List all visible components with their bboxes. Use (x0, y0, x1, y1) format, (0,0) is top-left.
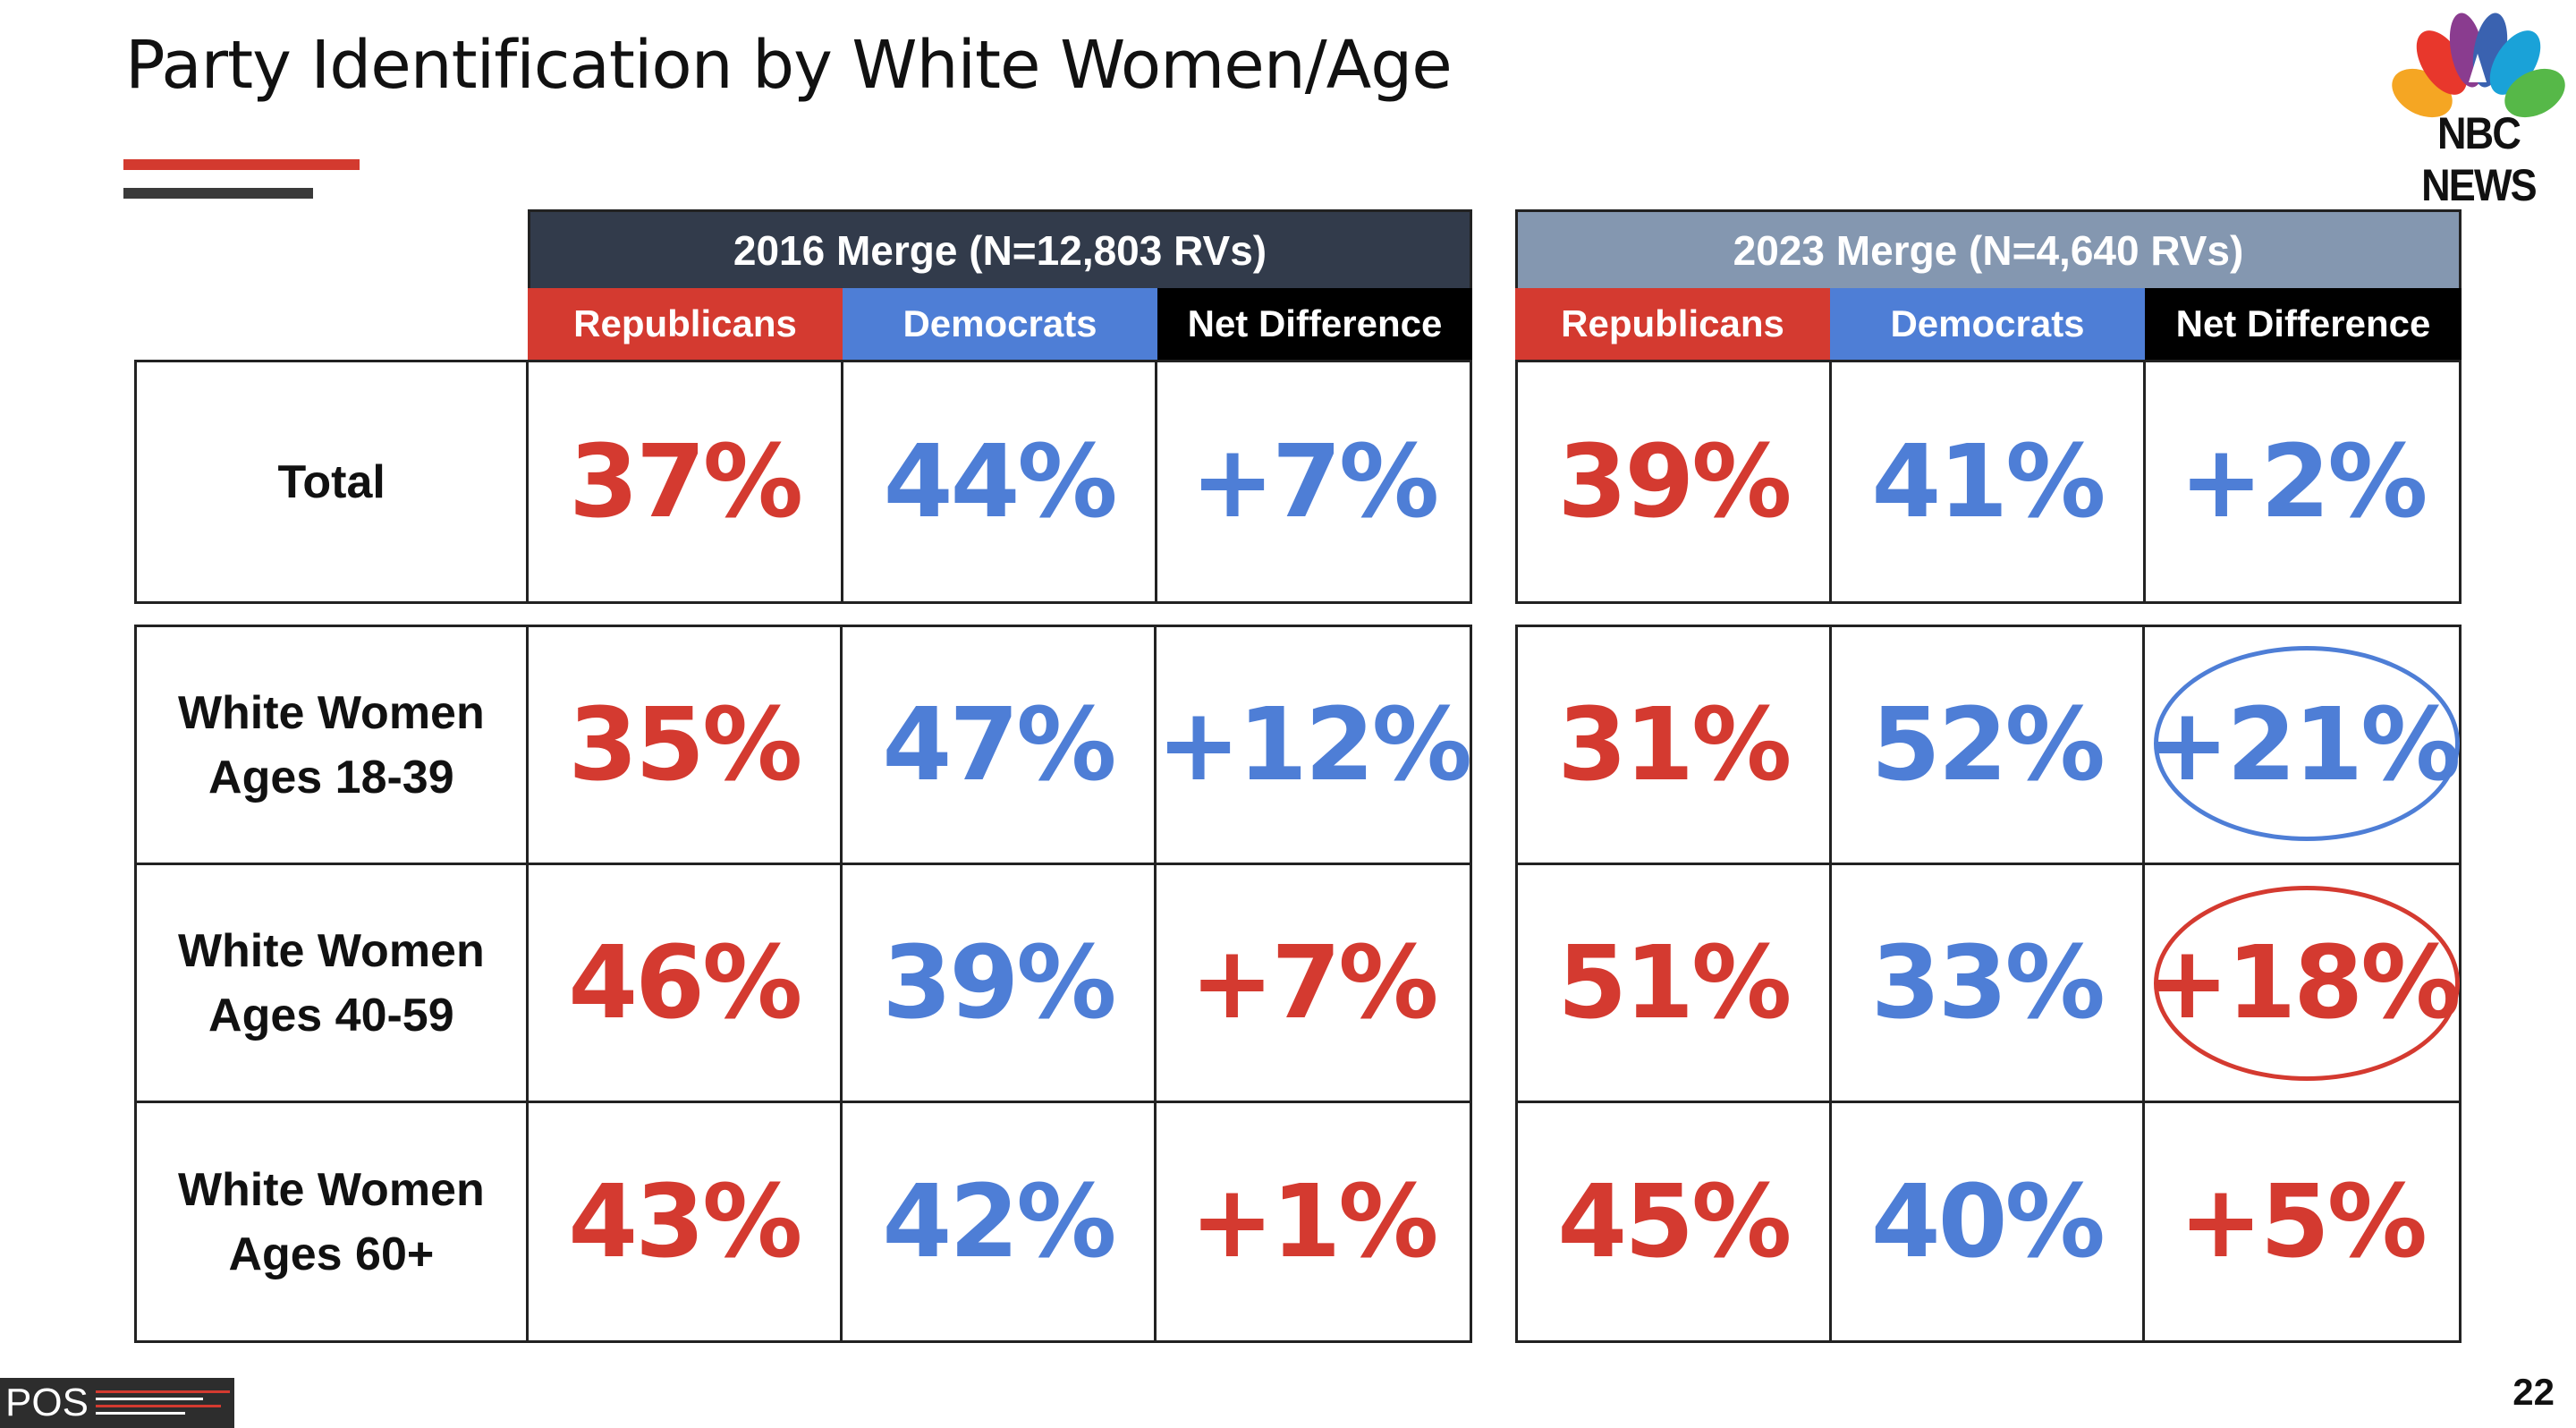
cell-democrats: 39% (839, 863, 1157, 1103)
value-net: +7% (1191, 423, 1439, 540)
value-republicans: 37% (569, 423, 803, 540)
row-label: White Women Ages 18-39 (134, 625, 529, 865)
value-republicans: 51% (1557, 924, 1792, 1041)
page-number: 22 (2512, 1371, 2555, 1413)
value-republicans: 43% (568, 1163, 802, 1280)
panel-2023-total-table: 39% 41% +2% (1515, 360, 2462, 604)
value-democrats: 52% (1870, 686, 2106, 803)
panel-2016-total-table: Total 37% 44% +7% (133, 360, 1472, 604)
cell-net: +2% (2142, 360, 2462, 604)
cell-net: +1% (1154, 1101, 1472, 1343)
cell-republicans: 37% (526, 360, 843, 604)
value-republicans: 39% (1557, 423, 1792, 540)
cell-democrats: 41% (1828, 360, 2146, 604)
panel-2016-col-democrats: Democrats (843, 288, 1157, 360)
cell-republicans: 51% (1515, 863, 1832, 1103)
panel-2023-col-net: Net Difference (2145, 288, 2462, 360)
cell-democrats: 40% (1828, 1101, 2145, 1343)
value-net: +5% (2179, 1163, 2428, 1280)
row-label-line: Ages 18-39 (208, 751, 454, 803)
pos-logo: POS (0, 1378, 234, 1428)
row-label: White Women Ages 60+ (134, 1101, 529, 1343)
value-democrats: 40% (1870, 1163, 2106, 1280)
cell-republicans: 39% (1515, 360, 1832, 604)
value-democrats: 47% (882, 686, 1116, 803)
value-democrats: 41% (1871, 423, 2106, 540)
cell-net: +12% (1154, 625, 1472, 865)
pos-logo-text: POS (5, 1381, 89, 1424)
row-label-line: Ages 60+ (228, 1228, 435, 1280)
cell-democrats: 47% (839, 625, 1157, 865)
nbc-news-logo-text: NBC NEWS (2421, 108, 2538, 210)
value-republicans: 31% (1557, 686, 1792, 803)
highlight-circle-blue (2154, 646, 2460, 841)
cell-democrats: 42% (839, 1101, 1157, 1343)
value-net: +7% (1190, 924, 1439, 1041)
row-label-line: Total (277, 455, 386, 508)
title-accent-dark-bar (123, 188, 313, 199)
value-democrats: 44% (883, 423, 1118, 540)
row-label: Total (133, 360, 530, 604)
cell-republicans: 31% (1515, 625, 1832, 865)
cell-net: +7% (1154, 863, 1472, 1103)
highlight-circle-red (2154, 886, 2460, 1081)
title-accent-red-bar (123, 159, 360, 170)
cell-net: +5% (2142, 1101, 2462, 1343)
slide-title: Party Identification by White Women/Age (125, 27, 1453, 104)
row-label-line: White Women (177, 686, 485, 739)
panel-2016-col-republicans: Republicans (528, 288, 843, 360)
cell-republicans: 43% (525, 1101, 843, 1343)
panel-2016-header: 2016 Merge (N=12,803 RVs) (528, 209, 1472, 288)
value-republicans: 46% (568, 924, 802, 1041)
pos-logo-lines (95, 1385, 234, 1421)
cell-net: +7% (1155, 360, 1472, 604)
cell-democrats: 33% (1828, 863, 2145, 1103)
panel-2023-col-republicans: Republicans (1515, 288, 1830, 360)
value-democrats: 33% (1870, 924, 2106, 1041)
row-label-line: Ages 40-59 (208, 989, 454, 1041)
value-democrats: 42% (882, 1163, 1116, 1280)
cell-republicans: 35% (525, 625, 843, 865)
cell-republicans: 46% (525, 863, 843, 1103)
value-republicans: 45% (1557, 1163, 1792, 1280)
row-label-line: White Women (177, 924, 485, 977)
cell-republicans: 45% (1515, 1101, 1832, 1343)
value-republicans: 35% (568, 686, 802, 803)
value-net: +12% (1157, 686, 1472, 803)
panel-2023-header: 2023 Merge (N=4,640 RVs) (1515, 209, 2462, 288)
value-net: +1% (1190, 1163, 1439, 1280)
panel-2023-col-democrats: Democrats (1830, 288, 2145, 360)
panel-2016-age-table: White Women Ages 18-39 35% 47% +12% Whit… (134, 625, 1472, 1343)
row-label-line: White Women (177, 1163, 485, 1216)
panel-2016-col-net: Net Difference (1157, 288, 1472, 360)
row-label: White Women Ages 40-59 (134, 863, 529, 1103)
cell-democrats: 44% (840, 360, 1158, 604)
nbc-peacock-icon (2392, 13, 2565, 118)
cell-democrats: 52% (1828, 625, 2145, 865)
value-net: +2% (2179, 423, 2428, 540)
value-democrats: 39% (882, 924, 1116, 1041)
